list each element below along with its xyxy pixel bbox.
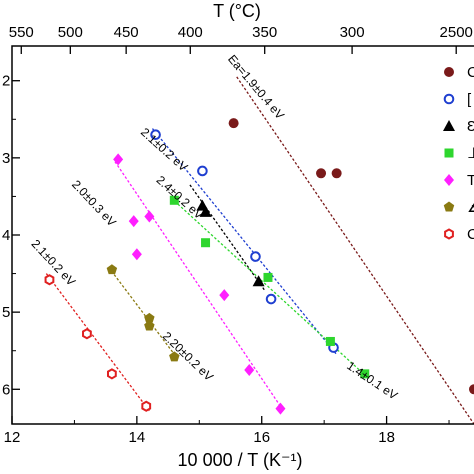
fit-line-4 (114, 161, 285, 412)
plot-frame (11, 45, 474, 425)
y-tick-label-4: 6 (2, 381, 10, 398)
annotation-5: 2.20±0.2 eV (160, 329, 216, 384)
point-s5-0 (106, 264, 118, 275)
top-tick-label-6: 2500 (440, 24, 473, 41)
point-s6-2 (106, 368, 117, 380)
fit-line-1 (151, 128, 338, 355)
point-s0-2 (331, 168, 342, 179)
x-tick-label-2: 16 (253, 429, 270, 446)
point-s4-3 (131, 248, 142, 261)
legend-label-4: T (467, 172, 474, 189)
y-tick-label-1: 3 (2, 150, 10, 167)
top-tick-label-5: 300 (340, 24, 365, 41)
point-s0-3 (469, 384, 474, 395)
annotation-1: 2.1±0.2 eV (138, 125, 190, 174)
point-s5-2 (144, 320, 155, 331)
legend-marker-0 (444, 67, 454, 77)
y-tick-label-3: 5 (2, 304, 10, 321)
point-s6-1 (82, 328, 92, 340)
legend-marker-4 (444, 174, 454, 186)
x-axis-title: 10 000 / T (K⁻¹) (178, 450, 303, 470)
point-s3-2 (263, 272, 273, 282)
point-s1-0 (150, 129, 161, 141)
point-s0-0 (228, 118, 239, 129)
x-tick-label-1: 14 (129, 429, 146, 446)
legend-marker-5 (443, 201, 455, 212)
slope-annotations: Ea=1.9±0.4 eV2.1±0.2 eV2.4±0.2 eV2.0±0.3… (29, 52, 401, 403)
axes: 12 14 16 18 2 3 4 5 6 550 500 450 400 350 300 2500 (2, 24, 474, 446)
legend-label-0: C (467, 64, 474, 81)
point-s1-1 (197, 165, 208, 177)
legend-marker-6 (444, 228, 454, 240)
point-s4-0 (113, 153, 124, 166)
point-s5-1 (144, 312, 155, 323)
fit-line-5 (108, 267, 178, 359)
annotation-0: Ea=1.9±0.4 eV (225, 52, 287, 122)
legend-marker-3 (444, 148, 454, 158)
legend-marker-1 (443, 93, 455, 105)
point-s3-4 (360, 369, 370, 379)
legend-label-6: C (467, 226, 474, 243)
x-tick-label-3: 18 (378, 429, 395, 446)
legend-fragment: C [ Ɛ ⊥ T ∡ C (467, 64, 474, 243)
legend-label-3: ⊥ (467, 145, 474, 162)
point-s4-5 (244, 364, 255, 376)
legend-marker-2 (443, 120, 455, 131)
fit-line-2 (189, 184, 266, 291)
point-s4-6 (275, 402, 286, 415)
point-s0-1 (316, 168, 327, 179)
y-tick-label-2: 4 (2, 227, 10, 244)
top-tick-label-1: 500 (58, 24, 83, 41)
point-s6-3 (141, 400, 152, 412)
legend-label-5: ∡ (467, 199, 474, 216)
x-tick-label-0: 12 (4, 429, 21, 446)
top-tick-label-3: 400 (178, 24, 203, 41)
top-tick-label-0: 550 (9, 24, 34, 41)
fit-line-3 (170, 197, 369, 379)
fit-line-6 (45, 273, 150, 412)
point-s3-0 (169, 195, 179, 205)
point-s1-2 (250, 251, 261, 262)
point-s3-1 (201, 238, 211, 248)
legend-label-1: [ (467, 91, 472, 108)
point-s4-1 (128, 215, 139, 228)
annotation-6: 1.4±0.1 eV (344, 359, 400, 403)
annotation-3: 2.0±0.3 eV (69, 177, 119, 229)
point-s1-3 (265, 293, 277, 305)
y-tick-label-0: 2 (2, 73, 10, 90)
point-s6-0 (44, 274, 55, 286)
data-markers (44, 67, 474, 415)
point-s3-3 (325, 336, 335, 346)
legend-label-2: Ɛ (467, 118, 474, 135)
point-s4-4 (219, 289, 230, 302)
point-s5-3 (169, 351, 180, 362)
top-tick-label-4: 350 (252, 24, 277, 41)
point-s2-2 (252, 275, 265, 287)
point-s4-2 (144, 210, 155, 223)
top-axis-title: T (°C) (213, 1, 261, 21)
top-tick-label-2: 450 (114, 24, 139, 41)
point-s2-1 (199, 205, 212, 217)
